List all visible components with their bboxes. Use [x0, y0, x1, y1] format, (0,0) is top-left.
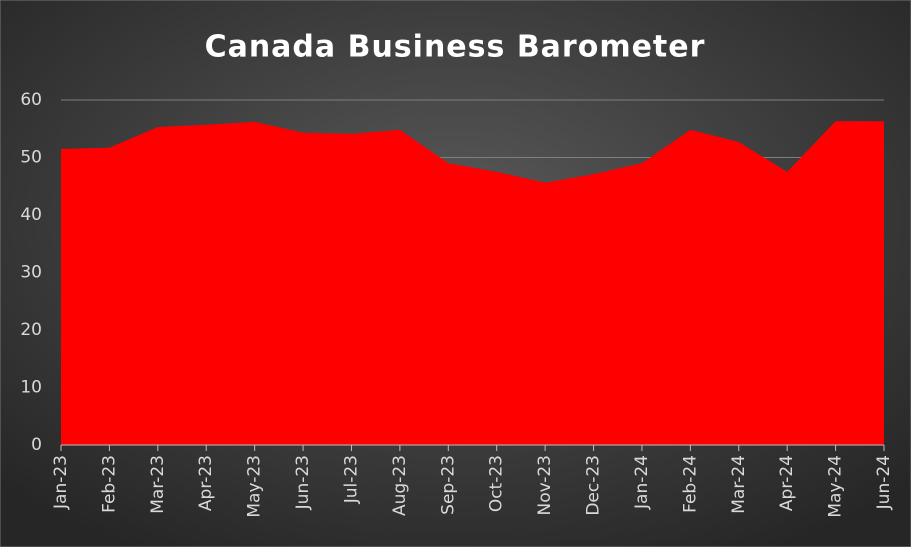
x-tick-label: Aug-23: [390, 455, 410, 516]
area: [61, 121, 884, 446]
y-tick-label: 50: [20, 148, 42, 168]
chart-title: Canada Business Barometer: [205, 30, 706, 65]
y-tick-label: 10: [20, 378, 42, 398]
y-tick-label: 60: [20, 90, 42, 110]
x-tick-label: Mar-23: [148, 455, 168, 514]
x-tick-label: Sep-23: [438, 455, 458, 515]
x-tick-label: Jan-24: [632, 455, 652, 510]
x-tick-label: Mar-24: [729, 455, 749, 514]
x-tick-label: Nov-23: [535, 455, 555, 516]
x-tick-label: Jan-23: [51, 455, 71, 510]
x-tick-label: Apr-24: [777, 455, 797, 511]
y-tick-label: 30: [20, 263, 42, 283]
x-tick-label: May-23: [245, 455, 265, 518]
x-tick-label: Jul-23: [341, 455, 361, 504]
x-tick-label: Dec-23: [584, 455, 604, 516]
y-tick-label: 40: [20, 205, 42, 225]
y-tick-label: 20: [20, 320, 42, 340]
x-tick-label: Feb-23: [99, 455, 119, 513]
x-tick-label: May-24: [826, 455, 846, 518]
x-tick-label: Feb-24: [680, 455, 700, 513]
x-tick-label: Oct-23: [487, 455, 507, 512]
x-tick-label: Jun-24: [874, 455, 894, 510]
x-tick-label: Jun-23: [293, 455, 313, 510]
x-tick-label: Apr-23: [196, 455, 216, 511]
y-tick-label: 0: [31, 435, 42, 455]
